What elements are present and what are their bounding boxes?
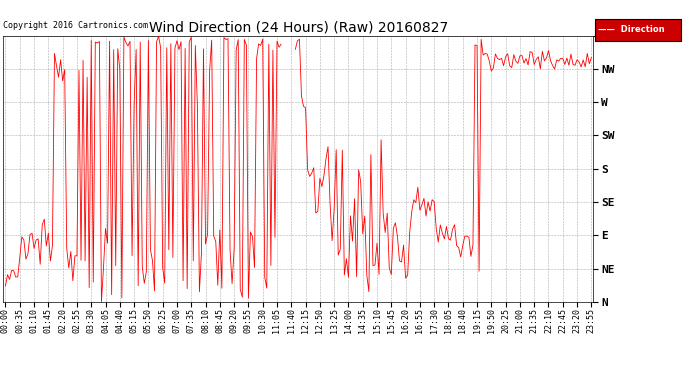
- Text: ——  Direction: —— Direction: [598, 26, 665, 34]
- Text: Copyright 2016 Cartronics.com: Copyright 2016 Cartronics.com: [3, 21, 148, 30]
- Title: Wind Direction (24 Hours) (Raw) 20160827: Wind Direction (24 Hours) (Raw) 20160827: [149, 21, 448, 34]
